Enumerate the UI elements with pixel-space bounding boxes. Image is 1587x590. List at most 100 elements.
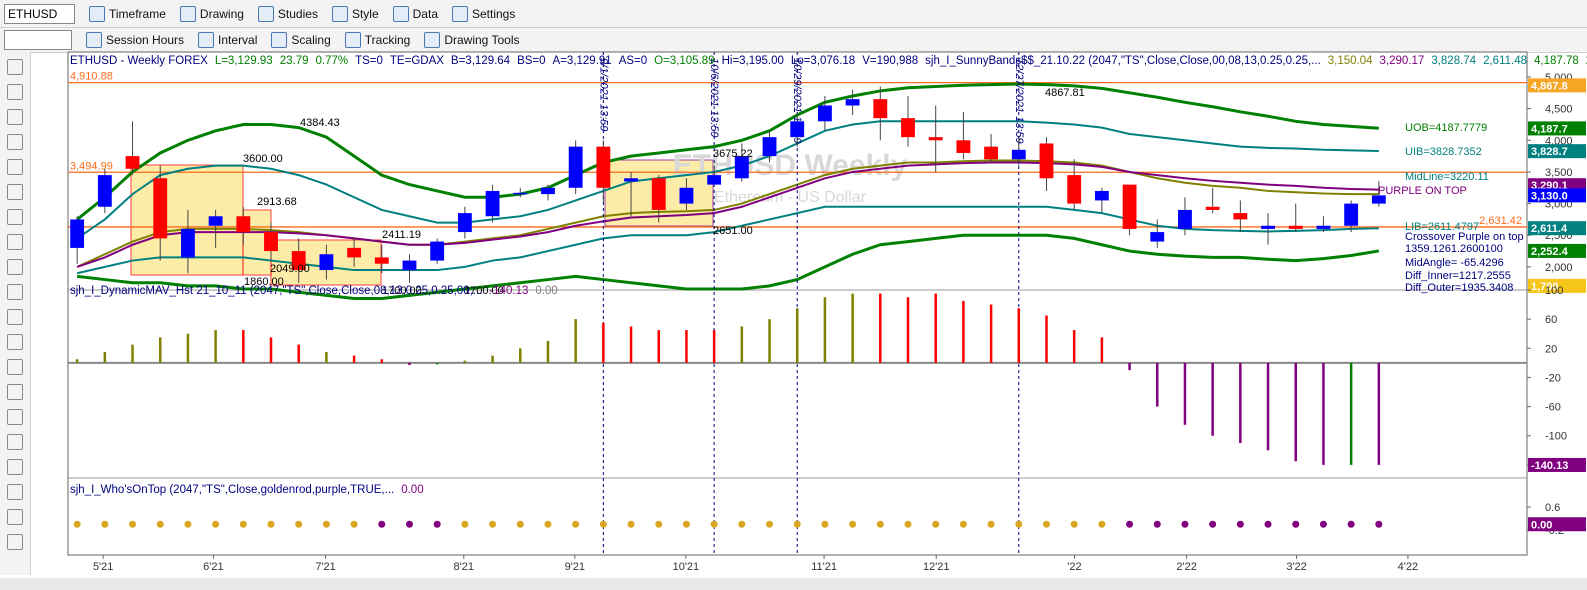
- menu-item[interactable]: Timeframe: [89, 5, 166, 22]
- dot: [1209, 520, 1217, 528]
- menu-item[interactable]: Drawing Tools: [424, 32, 520, 48]
- tool-icon[interactable]: [7, 259, 23, 275]
- tool-icon[interactable]: [7, 534, 23, 550]
- menu-item[interactable]: Style: [331, 5, 379, 22]
- header-item: Hi=3,195.00: [721, 55, 784, 67]
- header-item: 0.00: [535, 285, 558, 297]
- marker-label: 12/27/2021 13:59: [1013, 58, 1025, 144]
- tool-icon[interactable]: [7, 359, 23, 375]
- tool-icon[interactable]: [7, 59, 23, 75]
- pane-header: sjh_I_Who'sOnTop (2047,"TS",Close,golden…: [70, 484, 424, 496]
- header-item: TE=GDAX: [389, 55, 444, 67]
- dot: [129, 520, 137, 528]
- tool-icon[interactable]: [7, 309, 23, 325]
- tool-icon[interactable]: [7, 184, 23, 200]
- menu-item[interactable]: Tracking: [344, 32, 410, 48]
- annotation: 3600.00: [243, 153, 283, 165]
- band-line: [76, 159, 1379, 268]
- x-tick-label: 12'21: [923, 561, 950, 573]
- menu-label: Session Hours: [106, 33, 185, 47]
- menu-item[interactable]: Data: [392, 5, 438, 22]
- candle-body: [1344, 203, 1359, 226]
- header-item: 2,611.48: [1483, 55, 1527, 67]
- candle-body: [347, 247, 362, 258]
- tool-icon[interactable]: [7, 409, 23, 425]
- symbol-box[interactable]: ETHUSD: [4, 3, 75, 24]
- tool-icon[interactable]: [7, 459, 23, 475]
- dot: [1319, 520, 1327, 528]
- menu-item[interactable]: Studies: [257, 5, 318, 22]
- annotation: 4384.43: [300, 117, 340, 129]
- dot: [156, 520, 164, 528]
- candle-body: [1094, 190, 1109, 201]
- note: PURPLE ON TOP: [1378, 185, 1467, 197]
- price-tag: [1528, 144, 1586, 159]
- tool-icon[interactable]: [7, 134, 23, 150]
- tool-icon[interactable]: [7, 334, 23, 350]
- tool-icon[interactable]: [7, 384, 23, 400]
- dot: [405, 520, 413, 528]
- candle-body: [984, 146, 999, 160]
- candle-body: [153, 178, 168, 239]
- menu-item[interactable]: Drawing: [179, 5, 244, 22]
- candle-body: [70, 219, 85, 248]
- note: UIB=3828.7352: [1405, 146, 1482, 158]
- y-tick-label: -100: [1545, 431, 1567, 443]
- price-tag: [1528, 78, 1586, 93]
- marker-label: 10/6/2021 13:59: [708, 58, 720, 138]
- candle-body: [1067, 175, 1082, 204]
- y-tick-label: 0.6: [1545, 502, 1560, 514]
- dot: [544, 520, 552, 528]
- menu-icon: [179, 5, 196, 22]
- menu-item[interactable]: Interval: [198, 32, 257, 48]
- menu-label: Interval: [218, 33, 258, 47]
- price-tag-label: 4,187.7: [1531, 123, 1568, 135]
- candle-body: [1039, 143, 1054, 179]
- candle-body: [430, 241, 445, 261]
- header-item: A=3,129.91: [552, 55, 612, 67]
- menu-item[interactable]: Session Hours: [86, 32, 184, 48]
- dot: [1015, 520, 1023, 528]
- dot: [1347, 520, 1355, 528]
- dot: [267, 520, 275, 528]
- dot: [1375, 520, 1383, 528]
- header-item: 4,187.78: [1534, 55, 1579, 67]
- menu-item[interactable]: Scaling: [271, 32, 331, 48]
- menu-group: Timeframe Drawing Studies Style Data Settings: [75, 5, 515, 22]
- candle-body: [873, 99, 888, 119]
- candle-body: [319, 254, 334, 271]
- tool-icon[interactable]: [7, 209, 23, 225]
- menu-label: Data: [412, 6, 438, 21]
- blank-box[interactable]: [4, 30, 72, 50]
- candle-body: [485, 190, 500, 217]
- y-tick-label: -20: [1545, 372, 1561, 384]
- y-tick-label: 4,500: [1545, 104, 1573, 116]
- menu-icon: [344, 32, 361, 48]
- tool-icon[interactable]: [7, 234, 23, 250]
- candle-body: [1150, 232, 1165, 242]
- tool-icon[interactable]: [7, 109, 23, 125]
- annotation: 4867.81: [1045, 87, 1085, 99]
- chart: 5,0004,5004,0003,5003,0002,5002,000ETHUS…: [67, 51, 1586, 573]
- band-line: [76, 120, 1379, 240]
- level-label: 2,631.42: [1479, 215, 1522, 227]
- tool-icon[interactable]: [7, 484, 23, 500]
- annotation: 1860.00: [244, 276, 284, 288]
- tool-icon[interactable]: [7, 84, 23, 100]
- header-item: sjh_I_Who'sOnTop (2047,"TS",Close,golden…: [70, 484, 395, 496]
- tool-icon[interactable]: [7, 284, 23, 300]
- tool-icon[interactable]: [7, 434, 23, 450]
- dot: [295, 520, 303, 528]
- candle-body: [208, 216, 223, 226]
- menu-item[interactable]: Settings: [452, 5, 515, 22]
- tool-icon[interactable]: [7, 509, 23, 525]
- tool-icon[interactable]: [7, 159, 23, 175]
- dot: [350, 520, 358, 528]
- price-tag-label: -140.13: [1531, 460, 1568, 472]
- price-tag-label: 4,867.8: [1531, 80, 1568, 92]
- candle-body: [374, 257, 389, 264]
- annotation: 1700.00: [464, 285, 504, 297]
- pane-header: ETHUSD - Weekly FOREX L=3,129.93 23.79 0.77…: [70, 55, 1587, 67]
- price-tag-label: 3,130.0: [1531, 190, 1568, 202]
- candle-body: [928, 137, 943, 141]
